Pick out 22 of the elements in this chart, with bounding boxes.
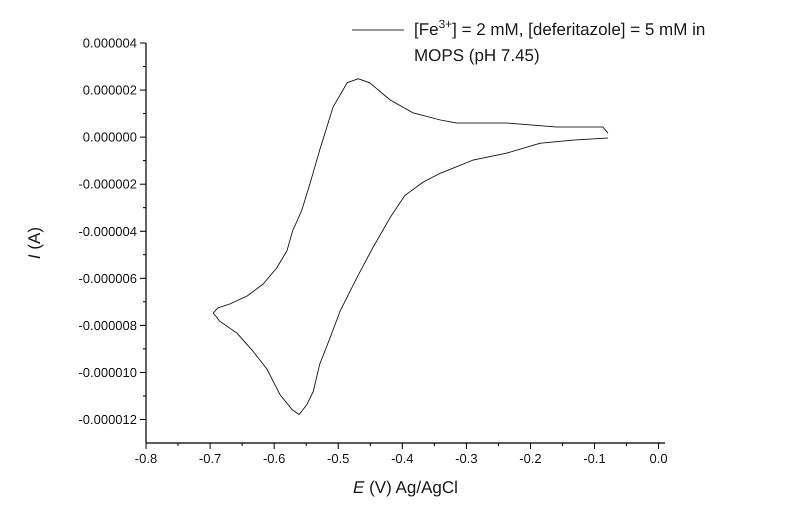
line-series [212, 78, 608, 416]
x-tick-label: -0.2 [519, 451, 542, 466]
x-tick-label: -0.8 [134, 451, 158, 466]
x-tick-label: -0.6 [262, 451, 286, 466]
y-tick-label: -0.000002 [78, 176, 137, 192]
y-tick-label: -0.000006 [78, 270, 137, 286]
x-tick-label: -0.1 [583, 451, 606, 466]
x-tick-label: -0.5 [327, 451, 350, 466]
legend-label: [Fe$^{3+}$] = 2 mM, [deferitazole] = 5 mM in MOPS (pH 7.45) [414, 17, 706, 65]
x-tick-label: -0.3 [455, 451, 478, 466]
y-tick-label: -0.000010 [78, 364, 137, 380]
y-tick-label: 0.000000 [82, 130, 137, 145]
y-tick-label: -0.000008 [78, 318, 137, 333]
y-tick-label: -0.000004 [78, 224, 137, 239]
x-tick-label: -0.7 [198, 451, 222, 466]
x-axis-title: E (V) Ag/AgCl [353, 478, 458, 497]
y-tick-label: 0.000002 [82, 82, 137, 98]
x-tick-label: 0.0 [650, 451, 668, 466]
y-tick-label: 0.000004 [82, 36, 137, 51]
x-tick-label: -0.4 [391, 451, 414, 466]
y-axis-title: I (A) [25, 226, 44, 260]
y-tick-label: -0.000012 [78, 412, 137, 428]
